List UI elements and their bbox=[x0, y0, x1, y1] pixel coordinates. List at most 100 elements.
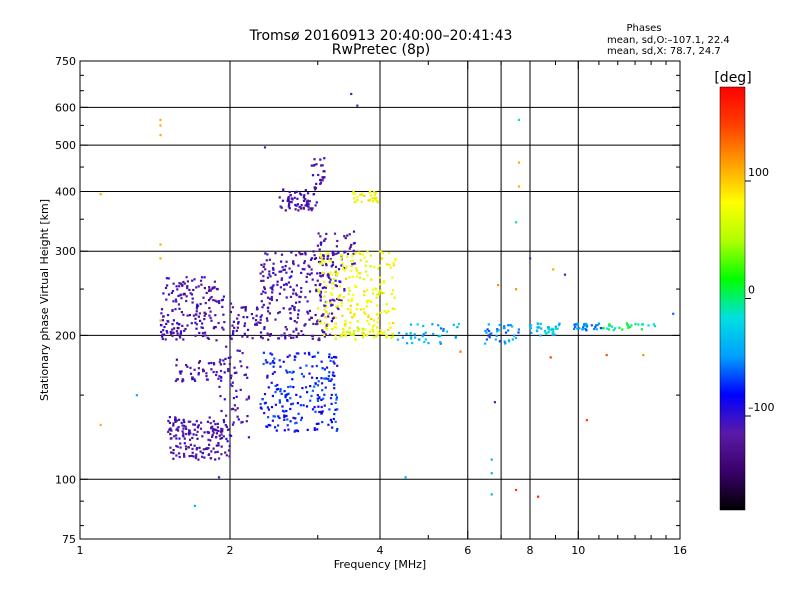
scatter-point bbox=[162, 329, 165, 332]
scatter-point bbox=[213, 325, 216, 329]
scatter-point bbox=[233, 404, 236, 407]
scatter-point bbox=[627, 326, 630, 329]
scatter-point bbox=[437, 335, 440, 338]
scatter-point bbox=[211, 433, 214, 437]
scatter-point bbox=[554, 325, 557, 328]
scatter-point bbox=[170, 437, 173, 440]
phases-header: Phases bbox=[626, 23, 661, 34]
scatter-point bbox=[517, 118, 521, 121]
scatter-point bbox=[242, 306, 245, 309]
scatter-point bbox=[319, 178, 322, 181]
scatter-point bbox=[320, 377, 323, 380]
scatter-point bbox=[172, 424, 175, 427]
x-tick-label: 2 bbox=[227, 544, 234, 557]
scatter-point bbox=[272, 271, 275, 275]
scatter-point bbox=[227, 449, 231, 452]
scatter-point bbox=[192, 455, 195, 458]
scatter-point bbox=[375, 288, 378, 291]
scatter-point bbox=[342, 267, 345, 271]
scatter-point bbox=[323, 239, 326, 242]
scatter-point bbox=[270, 406, 274, 409]
scatter-point bbox=[245, 420, 248, 423]
scatter-point bbox=[315, 182, 318, 185]
scatter-point bbox=[344, 250, 347, 253]
scatter-point bbox=[279, 388, 282, 391]
scatter-point bbox=[182, 435, 185, 438]
scatter-point bbox=[347, 287, 350, 290]
scatter-point bbox=[653, 325, 656, 328]
scatter-point bbox=[311, 337, 314, 340]
scatter-point bbox=[241, 352, 244, 355]
scatter-point bbox=[327, 254, 330, 257]
scatter-point bbox=[319, 181, 323, 184]
scatter-point bbox=[178, 418, 181, 421]
scatter-point bbox=[317, 405, 320, 408]
scatter-point bbox=[322, 313, 325, 316]
scatter-point bbox=[322, 254, 325, 258]
scatter-point bbox=[548, 328, 551, 331]
scatter-point bbox=[208, 307, 211, 310]
scatter-point bbox=[329, 257, 332, 261]
scatter-point bbox=[188, 433, 191, 436]
scatter-point bbox=[319, 294, 322, 297]
scatter-point bbox=[203, 311, 206, 314]
scatter-point bbox=[159, 257, 162, 260]
scatter-point bbox=[174, 298, 177, 301]
scatter-point bbox=[325, 306, 328, 309]
scatter-point bbox=[210, 319, 213, 322]
plot-area: 1 2 4 6 8 10 16 750 600 500 400 300 200 100 75 bbox=[55, 55, 687, 557]
scatter-point bbox=[170, 291, 173, 294]
scatter-point bbox=[289, 285, 292, 288]
scatter-point bbox=[284, 396, 287, 399]
scatter-point bbox=[255, 314, 258, 317]
scatter-point bbox=[186, 314, 189, 317]
scatter-point bbox=[346, 330, 349, 333]
scatter-point bbox=[537, 495, 540, 498]
scatter-point bbox=[324, 316, 327, 319]
scatter-point bbox=[197, 285, 200, 288]
scatter-point bbox=[203, 276, 206, 279]
scatter-point bbox=[209, 422, 212, 425]
scatter-point bbox=[216, 422, 219, 425]
scatter-point bbox=[314, 313, 317, 317]
scatter-point bbox=[220, 436, 224, 440]
x-tick-label: 16 bbox=[673, 544, 687, 557]
scatter-point bbox=[159, 319, 162, 322]
scatter-point bbox=[410, 336, 413, 339]
scatter-point bbox=[316, 394, 319, 397]
scatter-point bbox=[266, 374, 269, 377]
scatter-point bbox=[198, 360, 202, 363]
scatter-point bbox=[263, 326, 266, 329]
scatter-point bbox=[340, 254, 343, 257]
scatter-point bbox=[227, 367, 230, 371]
scatter-point bbox=[373, 197, 377, 200]
scatter-point bbox=[218, 300, 221, 303]
scatter-point bbox=[165, 298, 168, 301]
scatter-point bbox=[313, 163, 316, 167]
scatter-point bbox=[422, 324, 425, 328]
scatter-point bbox=[201, 368, 205, 371]
scatter-point bbox=[260, 336, 263, 339]
scatter-point bbox=[341, 334, 344, 337]
scatter-point bbox=[302, 199, 306, 202]
scatter-point bbox=[320, 405, 323, 409]
scatter-point bbox=[294, 203, 297, 207]
scatter-point bbox=[268, 312, 271, 315]
scatter-point bbox=[222, 313, 225, 316]
scatter-point bbox=[196, 430, 199, 433]
scatter-point bbox=[320, 398, 323, 401]
scatter-point bbox=[175, 437, 178, 440]
scatter-point bbox=[325, 284, 328, 288]
scatter-point bbox=[274, 384, 277, 388]
scatter-point bbox=[392, 261, 395, 264]
scatter-point bbox=[226, 428, 230, 431]
scatter-point bbox=[193, 378, 196, 381]
scatter-point bbox=[291, 402, 295, 405]
scatter-point bbox=[299, 366, 302, 369]
scatter-point bbox=[354, 252, 357, 255]
scatter-point bbox=[215, 300, 218, 303]
scatter-point bbox=[310, 257, 313, 260]
scatter-point bbox=[322, 257, 325, 260]
scatter-point bbox=[167, 320, 170, 323]
scatter-point bbox=[310, 209, 313, 212]
